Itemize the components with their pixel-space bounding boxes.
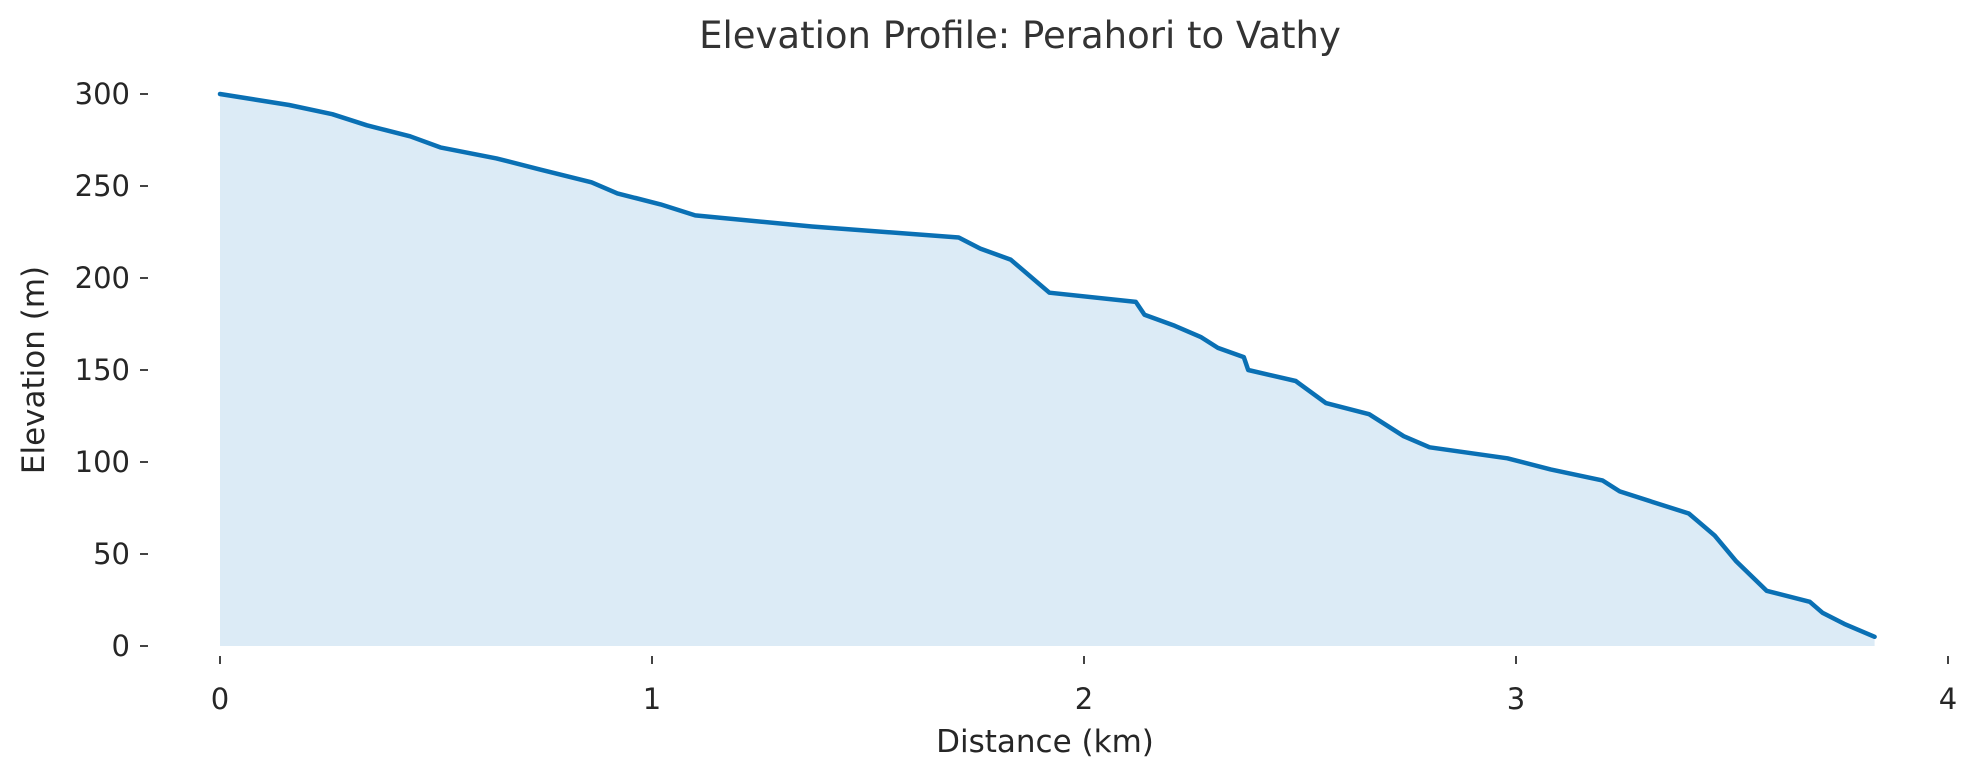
x-tick-label: 0: [211, 682, 229, 716]
y-tick-label: 100: [75, 445, 130, 479]
elevation-area-fill: [220, 94, 1875, 646]
y-tick-label: 0: [112, 629, 130, 663]
y-tick-label: 300: [75, 77, 130, 111]
x-axis-label: Distance (km): [936, 724, 1154, 760]
x-tick-label: 3: [1507, 682, 1525, 716]
y-tick-label: 250: [75, 169, 130, 203]
y-axis-label: Elevation (m): [16, 266, 52, 474]
elevation-series-line: [217, 91, 1877, 640]
y-tick-label: 150: [75, 353, 130, 387]
x-tick-label: 1: [643, 682, 661, 716]
x-axis: 0 1 2 3 4: [211, 656, 1957, 716]
y-tick-label: 50: [93, 537, 130, 571]
y-axis: 0 50 100 150 200 250 300: [75, 77, 148, 663]
chart-title: Elevation Profile: Perahori to Vathy: [699, 14, 1341, 57]
y-tick-label: 200: [75, 261, 130, 295]
x-tick-label: 2: [1075, 682, 1093, 716]
plot-area: [217, 91, 1877, 646]
x-tick-label: 4: [1939, 682, 1957, 716]
